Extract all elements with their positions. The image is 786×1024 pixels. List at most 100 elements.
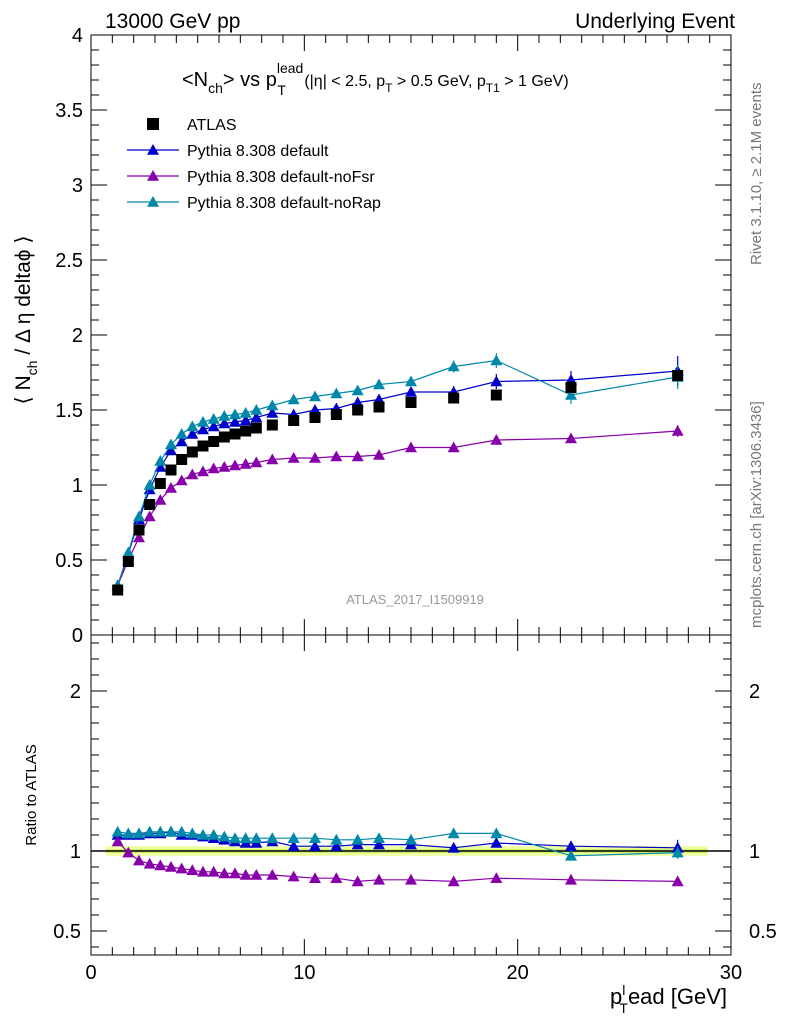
data-point	[490, 434, 503, 445]
data-point	[405, 375, 417, 387]
data-point	[309, 452, 321, 463]
data-point	[250, 422, 262, 434]
ratio-y-tick-label: 0.5	[53, 921, 81, 943]
data-point	[266, 407, 279, 418]
data-point	[218, 417, 231, 429]
data-point	[186, 420, 199, 432]
ratio-point	[186, 827, 199, 839]
xlabel-part-a: p	[610, 984, 622, 1009]
legend-item: Pythia 8.308 default	[127, 143, 329, 160]
data-point	[133, 531, 145, 543]
series-pythia-8-308-default-norap	[111, 353, 684, 861]
data-point	[565, 382, 577, 393]
data-point	[447, 360, 460, 372]
y-tick-label: 3	[72, 175, 83, 197]
data-point	[448, 392, 460, 404]
data-point	[122, 556, 134, 567]
ratio-point	[287, 870, 300, 882]
data-point	[229, 416, 241, 427]
title-part-b: > vs p	[223, 69, 277, 91]
legend-marker	[147, 196, 159, 207]
y-axis-label: ⟨ Nch / Δ η deltaϕ ⟩	[12, 235, 40, 404]
mcplots-label: mcplots.cern.ch [arXiv:1306.3436]	[748, 401, 765, 628]
data-point	[351, 450, 364, 462]
y-tick-label: 0	[72, 625, 83, 647]
ratio-point	[111, 825, 124, 837]
data-point	[143, 479, 156, 490]
legend-item: Pythia 8.308 default-noFsr	[127, 169, 375, 186]
data-point	[330, 450, 343, 462]
ratio-point	[447, 827, 460, 839]
data-point	[672, 370, 684, 381]
data-point	[175, 435, 188, 447]
ratio-point	[154, 825, 167, 837]
ratio-point	[218, 830, 231, 842]
y-tick-label: 2.5	[55, 250, 83, 272]
data-point	[239, 414, 252, 426]
ratio-point	[133, 827, 145, 839]
ratio-point	[165, 825, 177, 837]
ratio-y-tick-label: 2	[70, 681, 81, 703]
data-point	[490, 389, 502, 401]
title-cut-c: > 1 GeV)	[500, 73, 569, 90]
ratio-point	[373, 832, 385, 843]
ratio-point	[175, 825, 188, 837]
data-point	[266, 453, 279, 465]
y-tick-label: 2	[72, 325, 83, 347]
data-point	[405, 441, 417, 453]
ratio-point	[143, 857, 156, 869]
data-point	[175, 428, 188, 439]
data-point	[186, 468, 199, 480]
ratio-point	[330, 872, 343, 883]
ratio-point	[186, 864, 199, 875]
xlabel-part-b: ead [GeV]	[628, 984, 727, 1009]
data-point	[266, 419, 278, 431]
ratio-point	[405, 833, 417, 845]
data-point	[447, 441, 460, 453]
y-tick-label: 4	[72, 25, 83, 47]
ratio-point	[122, 827, 135, 839]
title-cut-sub-a: T	[385, 81, 393, 95]
data-point	[330, 387, 343, 399]
ratio-point	[250, 869, 263, 880]
ratio-point	[447, 875, 460, 887]
data-point	[154, 478, 166, 489]
data-point	[197, 465, 209, 477]
ratio-point	[111, 835, 124, 847]
data-point	[229, 459, 241, 471]
x-axis-label: pl Tead [GeV]	[610, 982, 727, 1016]
data-point	[165, 444, 177, 456]
ratio-y-tick-label-right: 2	[749, 681, 760, 703]
title-sub-b: T	[277, 82, 286, 98]
data-point	[175, 474, 188, 486]
ratio-point	[351, 833, 364, 845]
ratio-point	[229, 867, 241, 879]
data-point	[352, 404, 364, 416]
xlabel-sub: T	[619, 1000, 628, 1016]
ratio-point	[309, 872, 321, 883]
series-pythia-8-308-default-nofsr	[111, 425, 684, 887]
data-point	[133, 510, 145, 522]
ratio-point	[565, 840, 577, 851]
data-point	[133, 524, 145, 536]
data-point	[218, 410, 231, 421]
legend-label: Pythia 8.308 default	[187, 143, 329, 160]
title-cut-b: > 0.5 GeV, p	[392, 73, 485, 90]
title-part-a: <N	[182, 69, 208, 91]
ratio-panel-frame	[90, 634, 732, 956]
data-point	[218, 461, 231, 472]
legend-marker	[147, 170, 159, 181]
data-point	[143, 510, 156, 522]
series-atlas	[112, 370, 684, 596]
data-point	[250, 404, 263, 415]
data-point	[239, 407, 252, 418]
data-point	[351, 384, 364, 396]
ratio-point	[373, 838, 385, 850]
x-tick-label: 30	[720, 962, 742, 984]
ratio-point	[309, 840, 321, 851]
title-cut-sub-b: T1	[486, 81, 500, 95]
ratio-point	[266, 869, 279, 880]
header-left: 13000 GeV pp	[105, 10, 240, 33]
data-point	[373, 449, 385, 460]
